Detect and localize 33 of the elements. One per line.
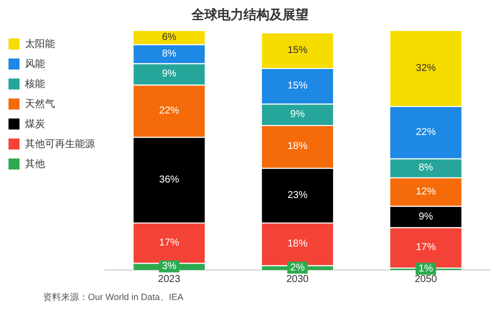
legend-label: 核能 xyxy=(24,78,45,90)
data-label: 9% xyxy=(418,211,434,222)
legend-label: 煤炭 xyxy=(25,118,45,130)
data-label: 18% xyxy=(287,141,308,152)
data-label: 15% xyxy=(287,80,308,92)
data-label: 9% xyxy=(290,109,305,120)
data-label: 17% xyxy=(416,242,436,254)
data-label: 3% xyxy=(162,261,176,272)
data-label: 32% xyxy=(416,62,436,74)
legend-label: 风能 xyxy=(25,58,45,70)
data-label: 23% xyxy=(287,190,308,201)
data-label: 8% xyxy=(418,162,434,174)
data-label: 8% xyxy=(162,48,176,60)
data-label: 6% xyxy=(162,32,176,43)
data-label: 1% xyxy=(418,264,434,275)
data-label: 9% xyxy=(162,68,176,80)
legend-label: 天然气 xyxy=(25,98,55,110)
data-label: 17% xyxy=(159,237,180,248)
x-tick-label: 2023 xyxy=(158,274,181,285)
legend-label: 太阳能 xyxy=(25,38,55,50)
chart-title: 全球电力结构及展望 xyxy=(190,6,310,24)
data-label: 15% xyxy=(287,44,308,56)
data-label: 36% xyxy=(159,174,180,186)
text: 资料来源：Our World in Data、IEA xyxy=(43,291,184,304)
data-label: 22% xyxy=(416,126,436,138)
data-label: 18% xyxy=(287,238,308,250)
data-label: 22% xyxy=(159,106,180,117)
data-label: 2% xyxy=(290,262,305,274)
data-label: 12% xyxy=(416,186,436,198)
legend-label: 其他可再生能源 xyxy=(25,138,95,150)
x-tick-label: 2050 xyxy=(414,274,438,285)
legend-label: 其他 xyxy=(25,158,45,170)
x-tick-label: 2030 xyxy=(286,274,310,285)
